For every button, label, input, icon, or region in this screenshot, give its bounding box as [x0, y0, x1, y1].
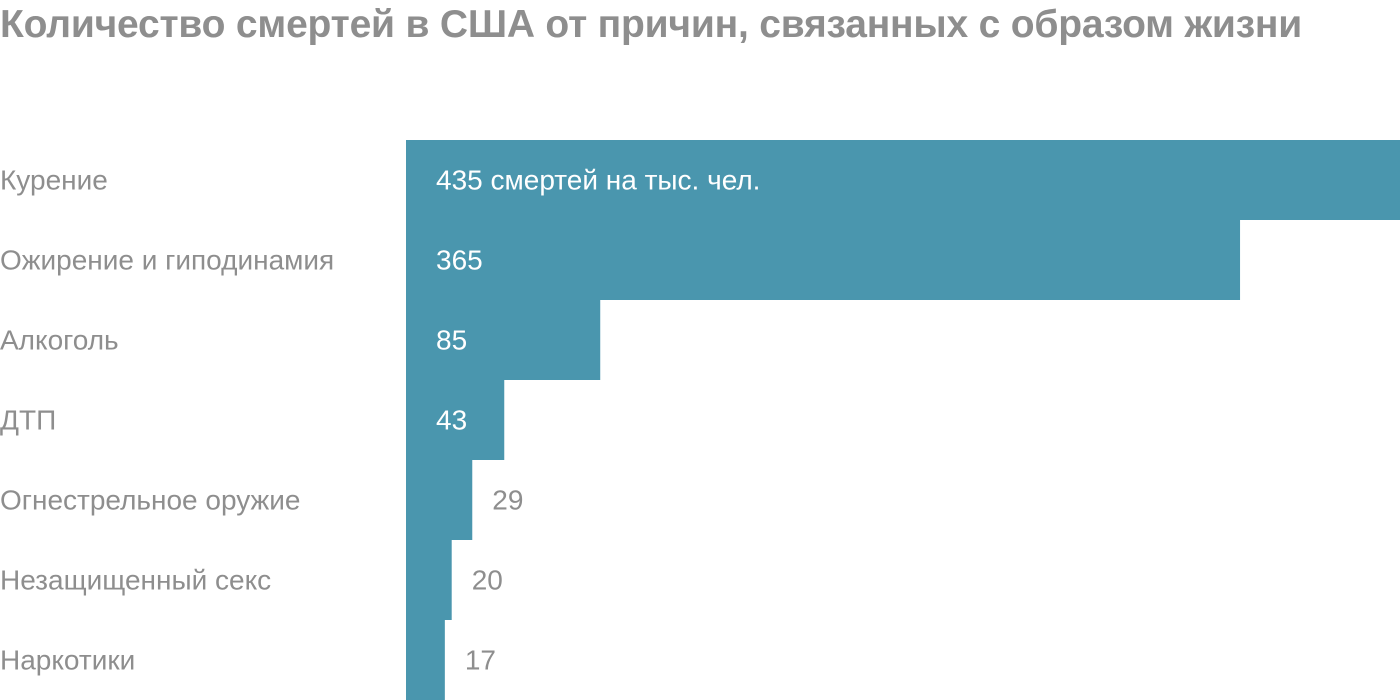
chart-title: Количество смертей в США от причин, связ… — [0, 3, 1303, 46]
value-label: 29 — [492, 485, 523, 516]
bar-5 — [406, 540, 452, 620]
category-label: Незащищенный секс — [0, 565, 271, 596]
bar-2 — [406, 300, 601, 380]
bar-6 — [406, 620, 445, 700]
value-label: 20 — [472, 565, 503, 596]
value-label: 365 — [436, 245, 483, 276]
value-label: 85 — [436, 325, 467, 356]
bar-1 — [406, 220, 1241, 300]
bar-3 — [406, 380, 505, 460]
category-label: Огнестрельное оружие — [0, 485, 300, 516]
category-label: ДТП — [0, 405, 56, 436]
value-label: 435 смертей на тыс. чел. — [436, 165, 760, 196]
category-label: Курение — [0, 165, 108, 196]
bar-4 — [406, 460, 473, 540]
category-label: Алкоголь — [0, 325, 119, 356]
bar-0 — [406, 140, 1400, 220]
category-label: Ожирение и гиподинамия — [0, 245, 334, 276]
value-label: 43 — [436, 405, 467, 436]
category-label: Наркотики — [0, 645, 135, 676]
value-label: 17 — [465, 645, 496, 676]
